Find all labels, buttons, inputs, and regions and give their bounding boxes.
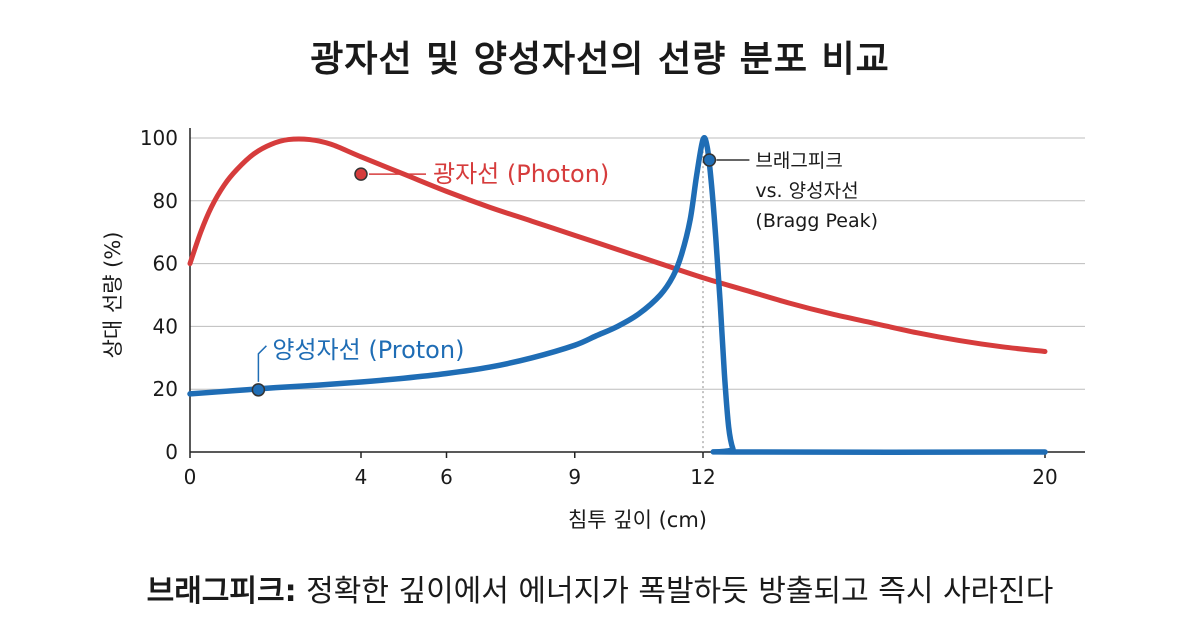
axis-ticks: 0 20 40 60 80 100 0 4 6 9 12 20 [140,126,1058,489]
x-tick-label-6: 6 [440,465,453,489]
y-tick-label-100: 100 [140,126,178,150]
proton-leader-line [257,345,267,382]
x-tick-label-9: 9 [568,465,581,489]
y-tick-label-60: 60 [153,252,178,276]
proton-series-line [187,134,1048,455]
x-tick-label-4: 4 [355,465,368,489]
series-labels: 광자선 (Photon) 양성자선 (Proton) 브래그피크 vs. 양성자선 (B… [251,150,878,397]
proton-marker [251,383,266,397]
gridlines [190,137,1085,390]
y-axis-label: 상대 선량 (%) [101,232,125,359]
x-axis-label: 침투 깊이 (cm) [568,508,707,532]
caption-text: 정확한 깊이에서 에너지가 폭발하듯 방출되고 즉시 사라진다 [296,574,1054,609]
x-tick-label-0: 0 [184,465,197,489]
photon-series-label: 광자선 (Photon) [433,160,609,188]
photon-series-line [187,136,1048,355]
bragg-peak-marker [702,153,717,167]
x-tick-label-20: 20 [1032,465,1057,489]
bragg-peak-annotation-line-2: vs. 양성자선 [755,180,858,202]
y-tick-label-80: 80 [153,189,178,213]
dose-distribution-chart: 0 20 40 60 80 100 0 4 6 9 12 20 광자선 (Photon) 양성자선 (P… [101,126,1085,532]
y-tick-label-20: 20 [153,377,178,401]
y-tick-label-0: 0 [165,440,178,464]
proton-series-label: 양성자선 (Proton) [272,336,464,364]
caption-bold: 브래그피크: [146,574,297,609]
chart-title: 광자선 및 양성자선의 선량 분포 비교 [310,39,890,80]
caption: 브래그피크: 정확한 깊이에서 에너지가 폭발하듯 방출되고 즉시 사라진다 [0,566,1200,610]
bragg-peak-annotation-line-3: (Bragg Peak) [755,210,878,232]
y-tick-label-40: 40 [153,314,178,338]
bragg-peak-annotation-line-1: 브래그피크 [755,150,842,172]
x-tick-label-12: 12 [690,465,715,489]
photon-marker [354,167,368,181]
